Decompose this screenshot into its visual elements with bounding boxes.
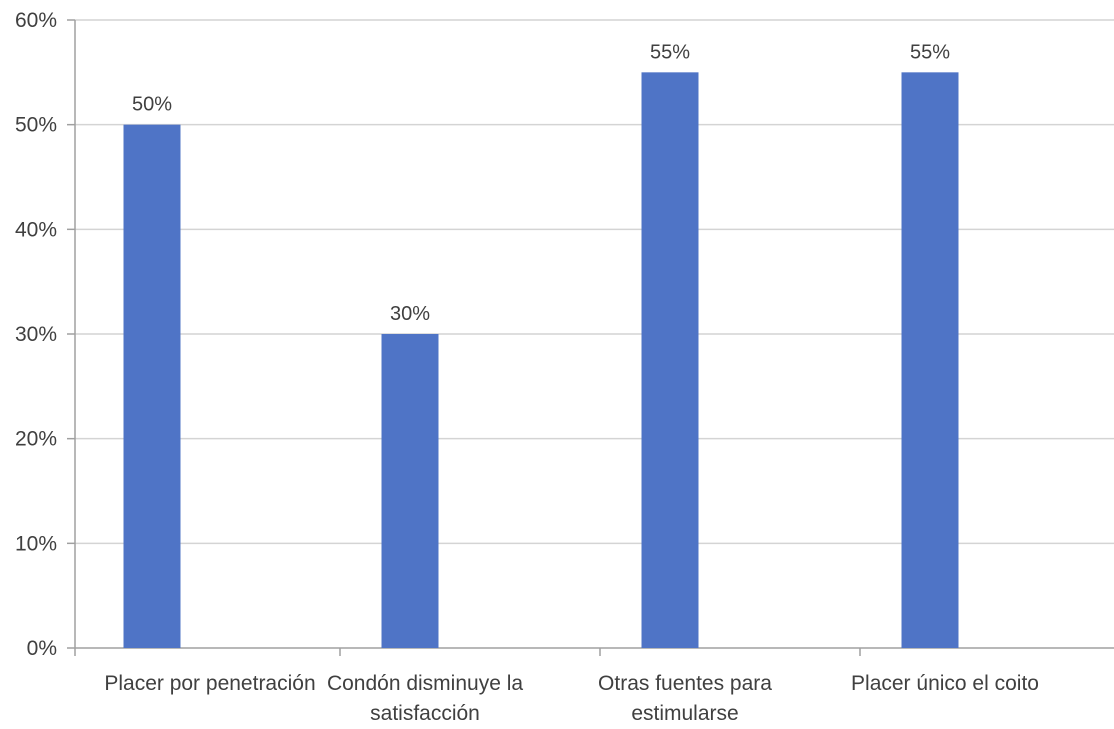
y-tick-label: 0% (27, 637, 57, 660)
bar-2 (381, 334, 439, 648)
data-labels: 50% 30% 55% 55% (132, 41, 950, 325)
y-tick-label: 20% (15, 428, 57, 451)
bars (123, 72, 959, 649)
category-label-3-line-1: Otras fuentes para (598, 672, 772, 695)
y-tick-label: 10% (15, 532, 57, 555)
y-axis-tick-labels: 0% 10% 20% 30% 40% 50% 60% (15, 9, 57, 660)
category-label-2-line-1: Condón disminuye la (327, 672, 523, 695)
category-label-2-line-2: satisfacción (370, 702, 480, 724)
y-tick-label: 40% (15, 218, 57, 241)
category-label-1-line-1: Placer por penetración (104, 672, 315, 695)
bar-4 (901, 72, 959, 649)
bar-3 (641, 72, 699, 649)
y-tick-label: 30% (15, 323, 57, 346)
x-axis-category-labels: Placer por penetración Condón disminuye l… (104, 672, 1039, 725)
category-label-3-line-2: estimularse (631, 702, 738, 724)
bar-1 (123, 124, 181, 648)
y-tick-label: 50% (15, 114, 57, 137)
data-label-1: 50% (132, 94, 172, 116)
category-label-4-line-1: Placer único el coito (851, 672, 1039, 695)
data-label-4: 55% (910, 41, 950, 63)
y-tick-label: 60% (15, 9, 57, 32)
data-label-2: 30% (390, 303, 430, 325)
data-label-3: 55% (650, 41, 690, 63)
